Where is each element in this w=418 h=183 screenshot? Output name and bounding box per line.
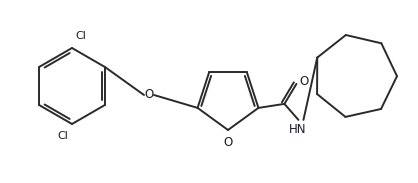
Text: O: O [299,75,308,88]
Text: Cl: Cl [75,31,86,41]
Text: O: O [223,136,233,149]
Text: HN: HN [289,123,306,136]
Text: O: O [144,89,154,102]
Text: Cl: Cl [57,131,68,141]
